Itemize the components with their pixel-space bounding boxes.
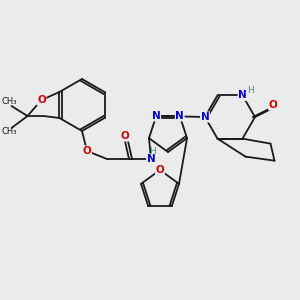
- Text: CH₃: CH₃: [2, 128, 17, 136]
- Text: O: O: [268, 100, 278, 110]
- Text: N: N: [238, 90, 247, 100]
- Text: O: O: [156, 165, 164, 175]
- Text: H: H: [247, 86, 254, 95]
- Text: N: N: [147, 154, 155, 164]
- Text: H: H: [148, 146, 155, 155]
- Text: O: O: [121, 131, 129, 141]
- Text: O: O: [82, 146, 91, 156]
- Text: N: N: [176, 111, 184, 121]
- Text: N: N: [152, 111, 161, 121]
- Text: O: O: [37, 95, 46, 105]
- Text: N: N: [201, 112, 209, 122]
- Text: CH₃: CH₃: [2, 98, 17, 106]
